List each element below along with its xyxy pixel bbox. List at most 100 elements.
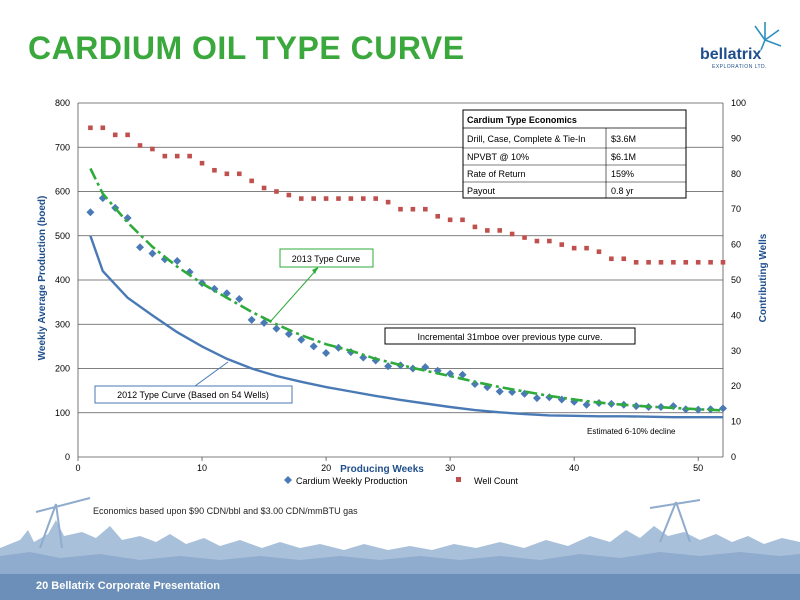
y2-axis-title: Contributing Wells	[758, 233, 769, 322]
annotation-2013-label: 2013 Type Curve	[292, 254, 360, 264]
well-count-point	[373, 196, 378, 201]
y2-tick-label: 90	[731, 133, 741, 143]
well-count-point	[398, 206, 403, 212]
economics-row-label: Drill, Case, Complete & Tie-In	[467, 134, 586, 144]
legend-marker-production	[284, 476, 292, 484]
type-curve-chart: 0100200300400500600700800010203040506070…	[37, 98, 769, 486]
y2-tick-label: 50	[731, 275, 741, 285]
y2-tick-label: 30	[731, 346, 741, 356]
well-count-point	[323, 196, 329, 201]
footer-text: 20 Bellatrix Corporate Presentation	[36, 580, 221, 592]
production-point	[309, 342, 318, 351]
production-point	[656, 402, 665, 411]
y-tick-label: 100	[55, 408, 70, 418]
well-count-point	[658, 260, 664, 265]
well-count-point	[236, 171, 242, 177]
logo-star-icon	[754, 22, 782, 51]
well-count-point	[683, 260, 689, 265]
legend-label-production: Cardium Weekly Production	[296, 476, 407, 486]
production-point	[495, 387, 504, 396]
legend-label-well-count: Well Count	[474, 476, 518, 486]
well-count-point	[423, 206, 428, 212]
well-count-point	[571, 245, 577, 251]
well-count-point	[497, 228, 503, 233]
well-count-point	[410, 206, 416, 212]
y-tick-label: 400	[55, 275, 70, 285]
x-tick-label: 30	[445, 463, 455, 473]
annotation-incremental-label: Incremental 31mboe over previous type cu…	[417, 332, 602, 342]
y-tick-label: 500	[55, 231, 70, 241]
production-point	[532, 394, 541, 403]
logo-subtitle: EXPLORATION LTD.	[712, 64, 768, 70]
annotation-incremental: Incremental 31mboe over previous type cu…	[384, 327, 636, 345]
production-point	[272, 324, 281, 333]
well-count-point	[360, 196, 366, 201]
footer-bar: 20 Bellatrix Corporate Presentation	[0, 574, 800, 600]
y2-tick-label: 20	[731, 381, 741, 391]
production-point	[148, 249, 157, 258]
y-tick-label: 0	[65, 452, 70, 462]
economics-table-title: Cardium Type Economics	[467, 115, 577, 125]
well-count-point	[199, 160, 205, 166]
well-count-point	[125, 132, 130, 138]
annotation-decline: Estimated 6-10% decline	[587, 427, 676, 436]
well-count-point	[88, 125, 93, 131]
well-count-point	[621, 256, 627, 262]
well-count-point	[633, 260, 639, 265]
well-count-point	[509, 231, 515, 237]
economics-row-value: $6.1M	[611, 152, 636, 162]
production-point	[86, 208, 95, 217]
well-count-point	[596, 249, 602, 254]
production-point	[384, 362, 393, 371]
series-2013-type-curve	[89, 167, 724, 412]
well-count-point	[708, 260, 713, 265]
production-point	[694, 405, 703, 414]
production-point	[470, 379, 479, 388]
y2-tick-label: 70	[731, 204, 741, 214]
y2-tick-label: 80	[731, 169, 741, 179]
production-point	[297, 335, 306, 344]
x-axis-title: Producing Weeks	[340, 464, 424, 475]
y-tick-label: 800	[55, 98, 70, 108]
x-tick-label: 50	[693, 463, 703, 473]
production-point	[235, 295, 244, 304]
production-point	[136, 243, 145, 252]
well-count-point	[286, 192, 292, 198]
economics-row-value: 0.8 yr	[611, 186, 634, 196]
x-tick-label: 20	[321, 463, 331, 473]
well-count-point	[559, 242, 565, 247]
y2-tick-label: 0	[731, 452, 736, 462]
well-count-point	[584, 245, 589, 251]
well-count-point	[522, 235, 527, 240]
well-count-point	[298, 196, 304, 201]
x-tick-label: 40	[569, 463, 579, 473]
well-count-point	[274, 189, 279, 194]
well-count-point	[646, 260, 651, 265]
production-point	[322, 349, 331, 358]
y-axis-title: Weekly Average Production (boed)	[37, 196, 48, 361]
chart-series	[86, 125, 727, 419]
annotation-2012-type-curve: 2012 Type Curve (Based on 54 Wells)	[94, 361, 293, 404]
well-count-point	[671, 260, 676, 265]
x-tick-label: 10	[197, 463, 207, 473]
chart-legend: Cardium Weekly Production Well Count	[284, 476, 518, 486]
series-2012-type-curve	[89, 235, 723, 419]
well-count-point	[609, 256, 614, 262]
y2-tick-label: 100	[731, 98, 746, 108]
well-count-point	[485, 228, 490, 233]
well-count-point	[534, 238, 540, 244]
well-count-point	[695, 260, 701, 265]
production-point	[359, 353, 368, 362]
y2-tick-label: 40	[731, 310, 741, 320]
well-count-point	[212, 167, 217, 173]
well-count-point	[174, 153, 180, 159]
well-count-point	[720, 260, 726, 265]
annotation-2013-type-curve: 2013 Type Curve	[269, 248, 374, 323]
y2-tick-label: 10	[731, 417, 741, 427]
well-count-point	[336, 196, 341, 201]
well-count-point	[447, 217, 453, 223]
economics-row-label: Payout	[467, 186, 496, 196]
economics-row-label: Rate of Return	[467, 169, 526, 179]
production-point	[582, 400, 591, 409]
y-tick-label: 300	[55, 319, 70, 329]
